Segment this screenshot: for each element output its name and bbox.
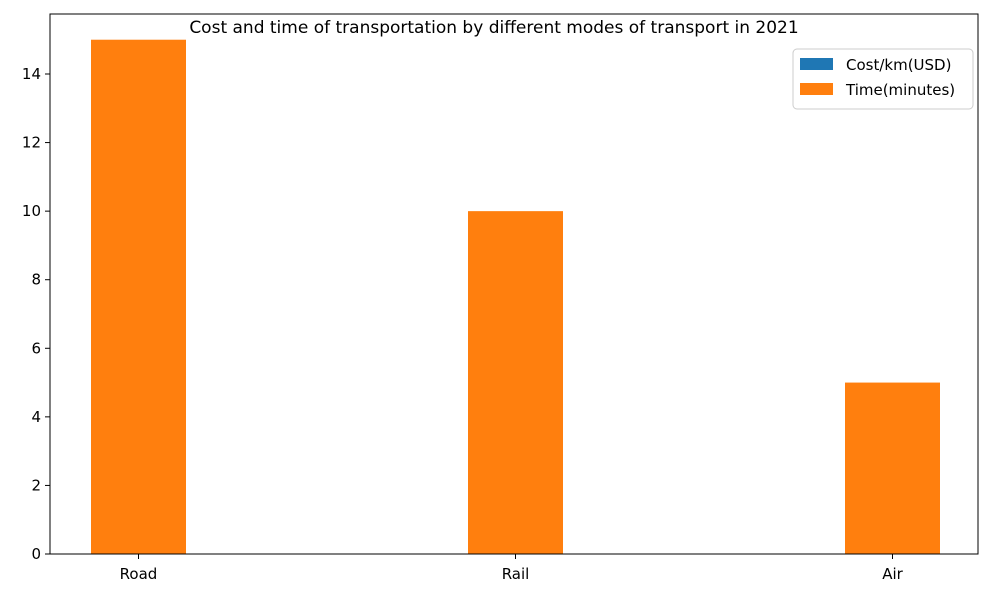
y-tick-label: 6 [31, 339, 41, 357]
y-tick-label: 12 [22, 134, 41, 152]
y-tick-label: 0 [31, 545, 41, 563]
chart-title: Cost and time of transportation by diffe… [189, 18, 798, 38]
x-tick-label: Rail [502, 565, 530, 583]
x-axis: Road Rail Air [120, 554, 904, 583]
x-tick-label: Road [120, 565, 158, 583]
legend-swatch-series-2 [800, 83, 833, 95]
y-tick-label: 4 [31, 408, 41, 426]
bar-road-series-2 [91, 39, 186, 554]
bar-air-series-2 [845, 382, 940, 554]
y-tick-label: 8 [31, 271, 41, 289]
y-axis: 0 2 4 6 8 10 12 14 [22, 65, 50, 563]
legend-label-series-2: Time(minutes) [845, 81, 955, 99]
plot-frame [49, 13, 979, 555]
legend-swatch-series-1 [800, 58, 833, 70]
y-tick-label: 2 [31, 476, 41, 494]
bar-rail-series-2 [468, 211, 563, 554]
y-tick-label: 10 [22, 202, 41, 220]
bars-group [91, 39, 940, 554]
legend-box [792, 48, 974, 110]
legend: Cost/km(USD) Time(minutes) [792, 48, 974, 110]
legend-label-series-1: Cost/km(USD) [846, 56, 951, 74]
x-tick-label: Air [882, 565, 903, 583]
y-tick-label: 14 [22, 65, 41, 83]
